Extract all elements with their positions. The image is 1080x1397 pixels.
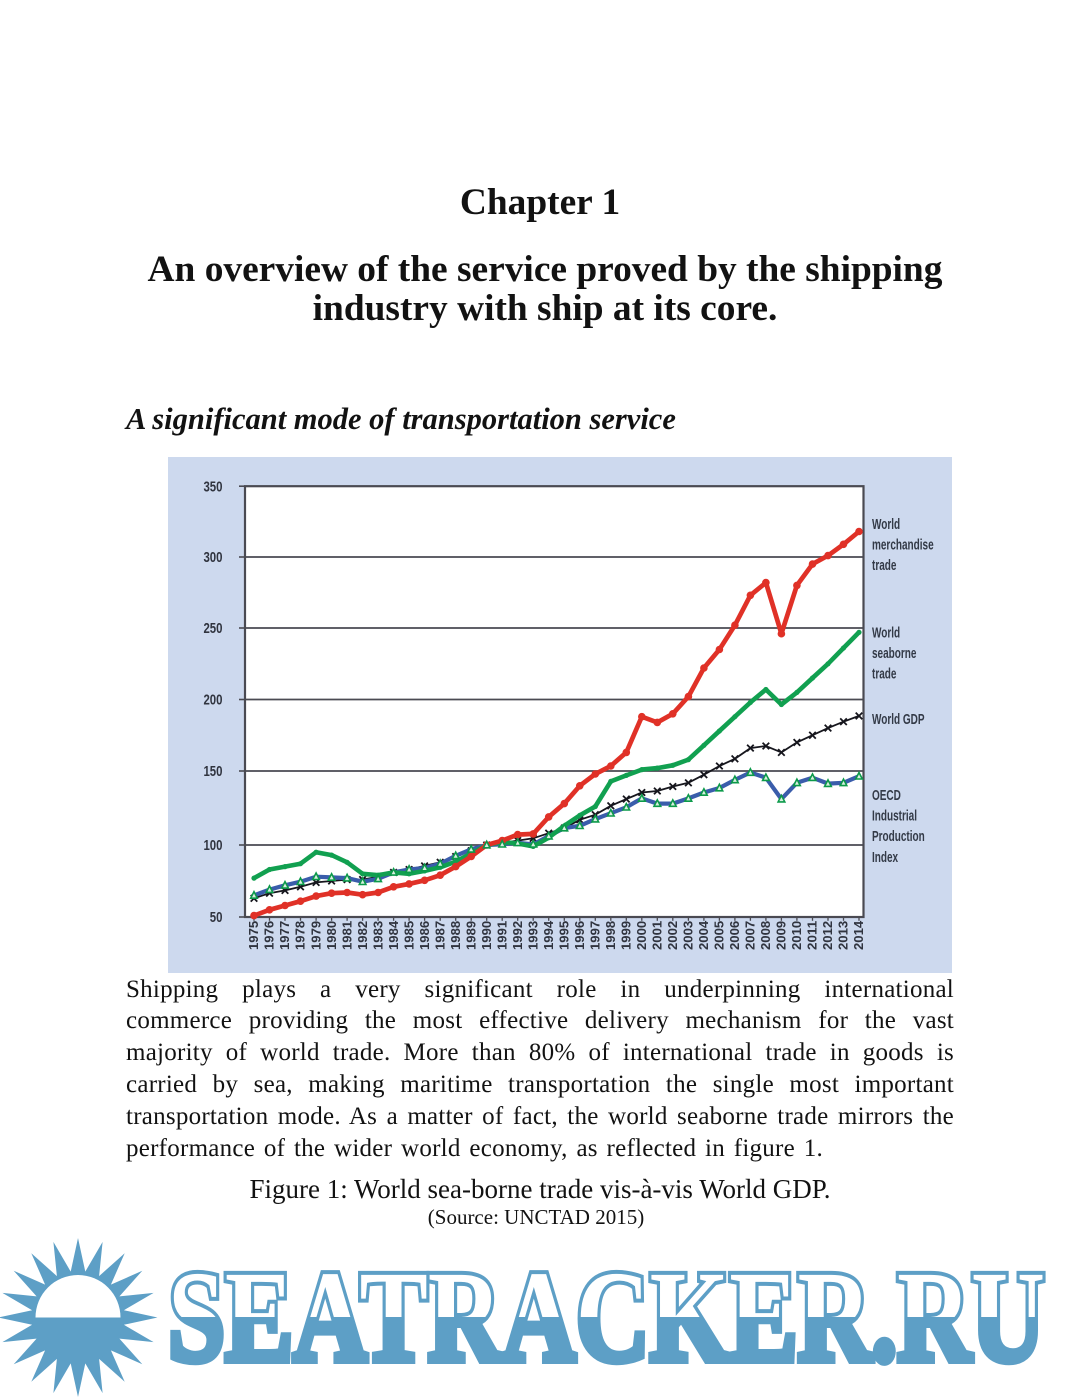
svg-text:World: World [872, 516, 900, 532]
svg-text:1996: 1996 [573, 921, 587, 950]
svg-text:2001: 2001 [651, 921, 665, 950]
svg-text:seaborne: seaborne [872, 645, 917, 661]
svg-text:1988: 1988 [449, 921, 463, 950]
svg-text:2006: 2006 [728, 921, 742, 950]
svg-text:1986: 1986 [418, 921, 432, 950]
svg-text:2005: 2005 [713, 921, 727, 950]
svg-text:1983: 1983 [371, 921, 385, 950]
svg-text:150: 150 [203, 763, 222, 780]
svg-text:2000: 2000 [635, 921, 649, 950]
svg-text:1995: 1995 [558, 921, 572, 950]
svg-text:1989: 1989 [464, 921, 478, 950]
svg-text:2012: 2012 [821, 921, 835, 950]
svg-text:1998: 1998 [604, 921, 618, 950]
svg-text:2003: 2003 [682, 921, 696, 950]
svg-text:1975: 1975 [247, 921, 261, 950]
svg-text:1978: 1978 [294, 921, 308, 950]
svg-text:1992: 1992 [511, 921, 525, 950]
svg-text:2007: 2007 [744, 921, 758, 950]
svg-text:100: 100 [203, 837, 222, 854]
svg-text:World: World [872, 625, 900, 641]
svg-text:300: 300 [203, 549, 222, 566]
svg-text:2014: 2014 [852, 921, 866, 950]
svg-text:1999: 1999 [620, 921, 634, 950]
svg-text:1982: 1982 [356, 921, 370, 950]
svg-text:1976: 1976 [263, 921, 277, 950]
svg-text:Index: Index [872, 849, 898, 865]
svg-text:1994: 1994 [542, 921, 556, 950]
svg-text:1987: 1987 [433, 921, 447, 950]
svg-text:1985: 1985 [402, 921, 416, 950]
svg-text:2011: 2011 [806, 921, 820, 950]
svg-text:Production: Production [872, 828, 925, 844]
svg-text:1993: 1993 [526, 921, 540, 950]
svg-text:1977: 1977 [278, 921, 292, 950]
svg-text:SEATRACKER.RU: SEATRACKER.RU [168, 1245, 1045, 1389]
svg-text:1984: 1984 [387, 921, 401, 950]
svg-text:merchandise: merchandise [872, 537, 934, 553]
svg-text:trade: trade [872, 666, 897, 682]
svg-text:1997: 1997 [589, 921, 603, 950]
svg-text:1981: 1981 [340, 921, 354, 950]
svg-text:350: 350 [203, 478, 222, 495]
svg-text:1979: 1979 [309, 921, 323, 950]
svg-text:2008: 2008 [759, 921, 773, 950]
svg-text:2002: 2002 [666, 921, 680, 950]
svg-text:1980: 1980 [325, 921, 339, 950]
svg-text:1991: 1991 [495, 921, 509, 950]
svg-text:1990: 1990 [480, 921, 494, 950]
svg-text:250: 250 [203, 620, 222, 637]
svg-text:200: 200 [203, 691, 222, 708]
svg-text:Industrial: Industrial [872, 808, 917, 824]
svg-text:2004: 2004 [697, 921, 711, 950]
svg-text:World GDP: World GDP [872, 711, 925, 727]
svg-text:2013: 2013 [837, 921, 851, 950]
svg-text:OECD: OECD [872, 787, 901, 803]
svg-text:2009: 2009 [775, 921, 789, 950]
svg-text:50: 50 [210, 909, 223, 926]
svg-text:trade: trade [872, 557, 897, 573]
svg-text:2010: 2010 [790, 921, 804, 950]
